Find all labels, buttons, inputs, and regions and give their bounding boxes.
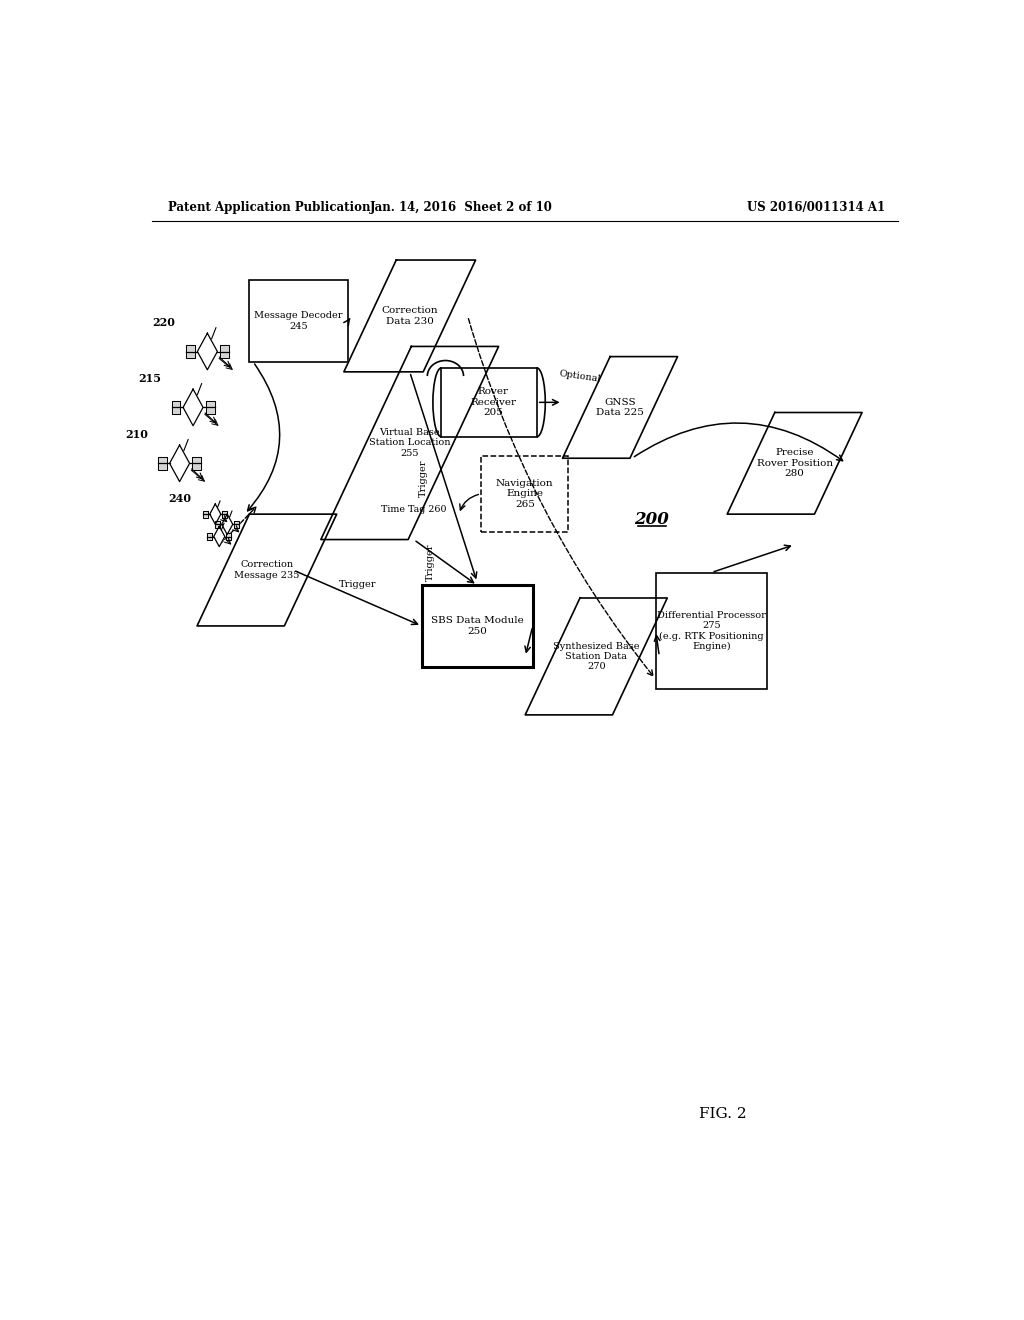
Polygon shape xyxy=(204,511,208,517)
Text: 215: 215 xyxy=(138,374,162,384)
Bar xyxy=(655,573,767,689)
Polygon shape xyxy=(321,346,499,540)
Polygon shape xyxy=(226,533,231,540)
Polygon shape xyxy=(170,445,189,482)
Text: US 2016/0011314 A1: US 2016/0011314 A1 xyxy=(748,201,885,214)
Polygon shape xyxy=(220,345,228,358)
Bar xyxy=(422,585,532,667)
Polygon shape xyxy=(562,356,678,458)
Text: 210: 210 xyxy=(125,429,147,440)
Text: Patent Application Publication: Patent Application Publication xyxy=(168,201,371,214)
Text: Trigger: Trigger xyxy=(426,544,434,581)
Polygon shape xyxy=(193,457,201,470)
Text: Correction
Data 230: Correction Data 230 xyxy=(381,306,438,326)
Text: Correction
Message 235: Correction Message 235 xyxy=(234,561,300,579)
Text: 200: 200 xyxy=(634,511,670,528)
Text: 220: 220 xyxy=(153,317,176,329)
Text: GNSS
Data 225: GNSS Data 225 xyxy=(596,397,644,417)
Text: Time Tag 260: Time Tag 260 xyxy=(381,506,446,515)
Polygon shape xyxy=(158,457,167,470)
Text: Optional: Optional xyxy=(559,370,602,384)
Bar xyxy=(441,368,537,437)
Text: SBS Data Module
250: SBS Data Module 250 xyxy=(431,616,523,636)
Polygon shape xyxy=(197,515,337,626)
Polygon shape xyxy=(234,521,240,528)
Polygon shape xyxy=(221,515,232,535)
Text: Message Decoder
245: Message Decoder 245 xyxy=(254,312,343,331)
Text: 240: 240 xyxy=(169,492,191,504)
Text: Differential Processor
275
(e.g. RTK Positioning
Engine): Differential Processor 275 (e.g. RTK Pos… xyxy=(656,611,766,651)
Polygon shape xyxy=(727,412,862,515)
Text: Precise
Rover Position
280: Precise Rover Position 280 xyxy=(757,449,833,478)
Text: Virtual Base
Station Location
255: Virtual Base Station Location 255 xyxy=(369,428,451,458)
Text: Navigation
Engine
265: Navigation Engine 265 xyxy=(496,479,554,508)
Text: Rover
Receiver
205: Rover Receiver 205 xyxy=(470,388,516,417)
Polygon shape xyxy=(210,504,221,524)
Text: Jan. 14, 2016  Sheet 2 of 10: Jan. 14, 2016 Sheet 2 of 10 xyxy=(370,201,553,214)
Polygon shape xyxy=(525,598,668,715)
Polygon shape xyxy=(222,511,227,517)
Text: FIG. 2: FIG. 2 xyxy=(699,1106,748,1121)
Bar xyxy=(481,455,568,532)
Text: Synthesized Base
Station Data
270: Synthesized Base Station Data 270 xyxy=(553,642,639,672)
Polygon shape xyxy=(186,345,195,358)
Bar xyxy=(249,280,348,362)
Polygon shape xyxy=(198,333,217,370)
Text: Trigger: Trigger xyxy=(339,581,376,589)
Polygon shape xyxy=(183,389,203,426)
Polygon shape xyxy=(214,527,225,546)
Polygon shape xyxy=(215,521,220,528)
Polygon shape xyxy=(344,260,475,372)
Polygon shape xyxy=(207,533,212,540)
Text: Trigger: Trigger xyxy=(419,459,428,498)
Polygon shape xyxy=(172,401,180,414)
Polygon shape xyxy=(206,401,214,414)
